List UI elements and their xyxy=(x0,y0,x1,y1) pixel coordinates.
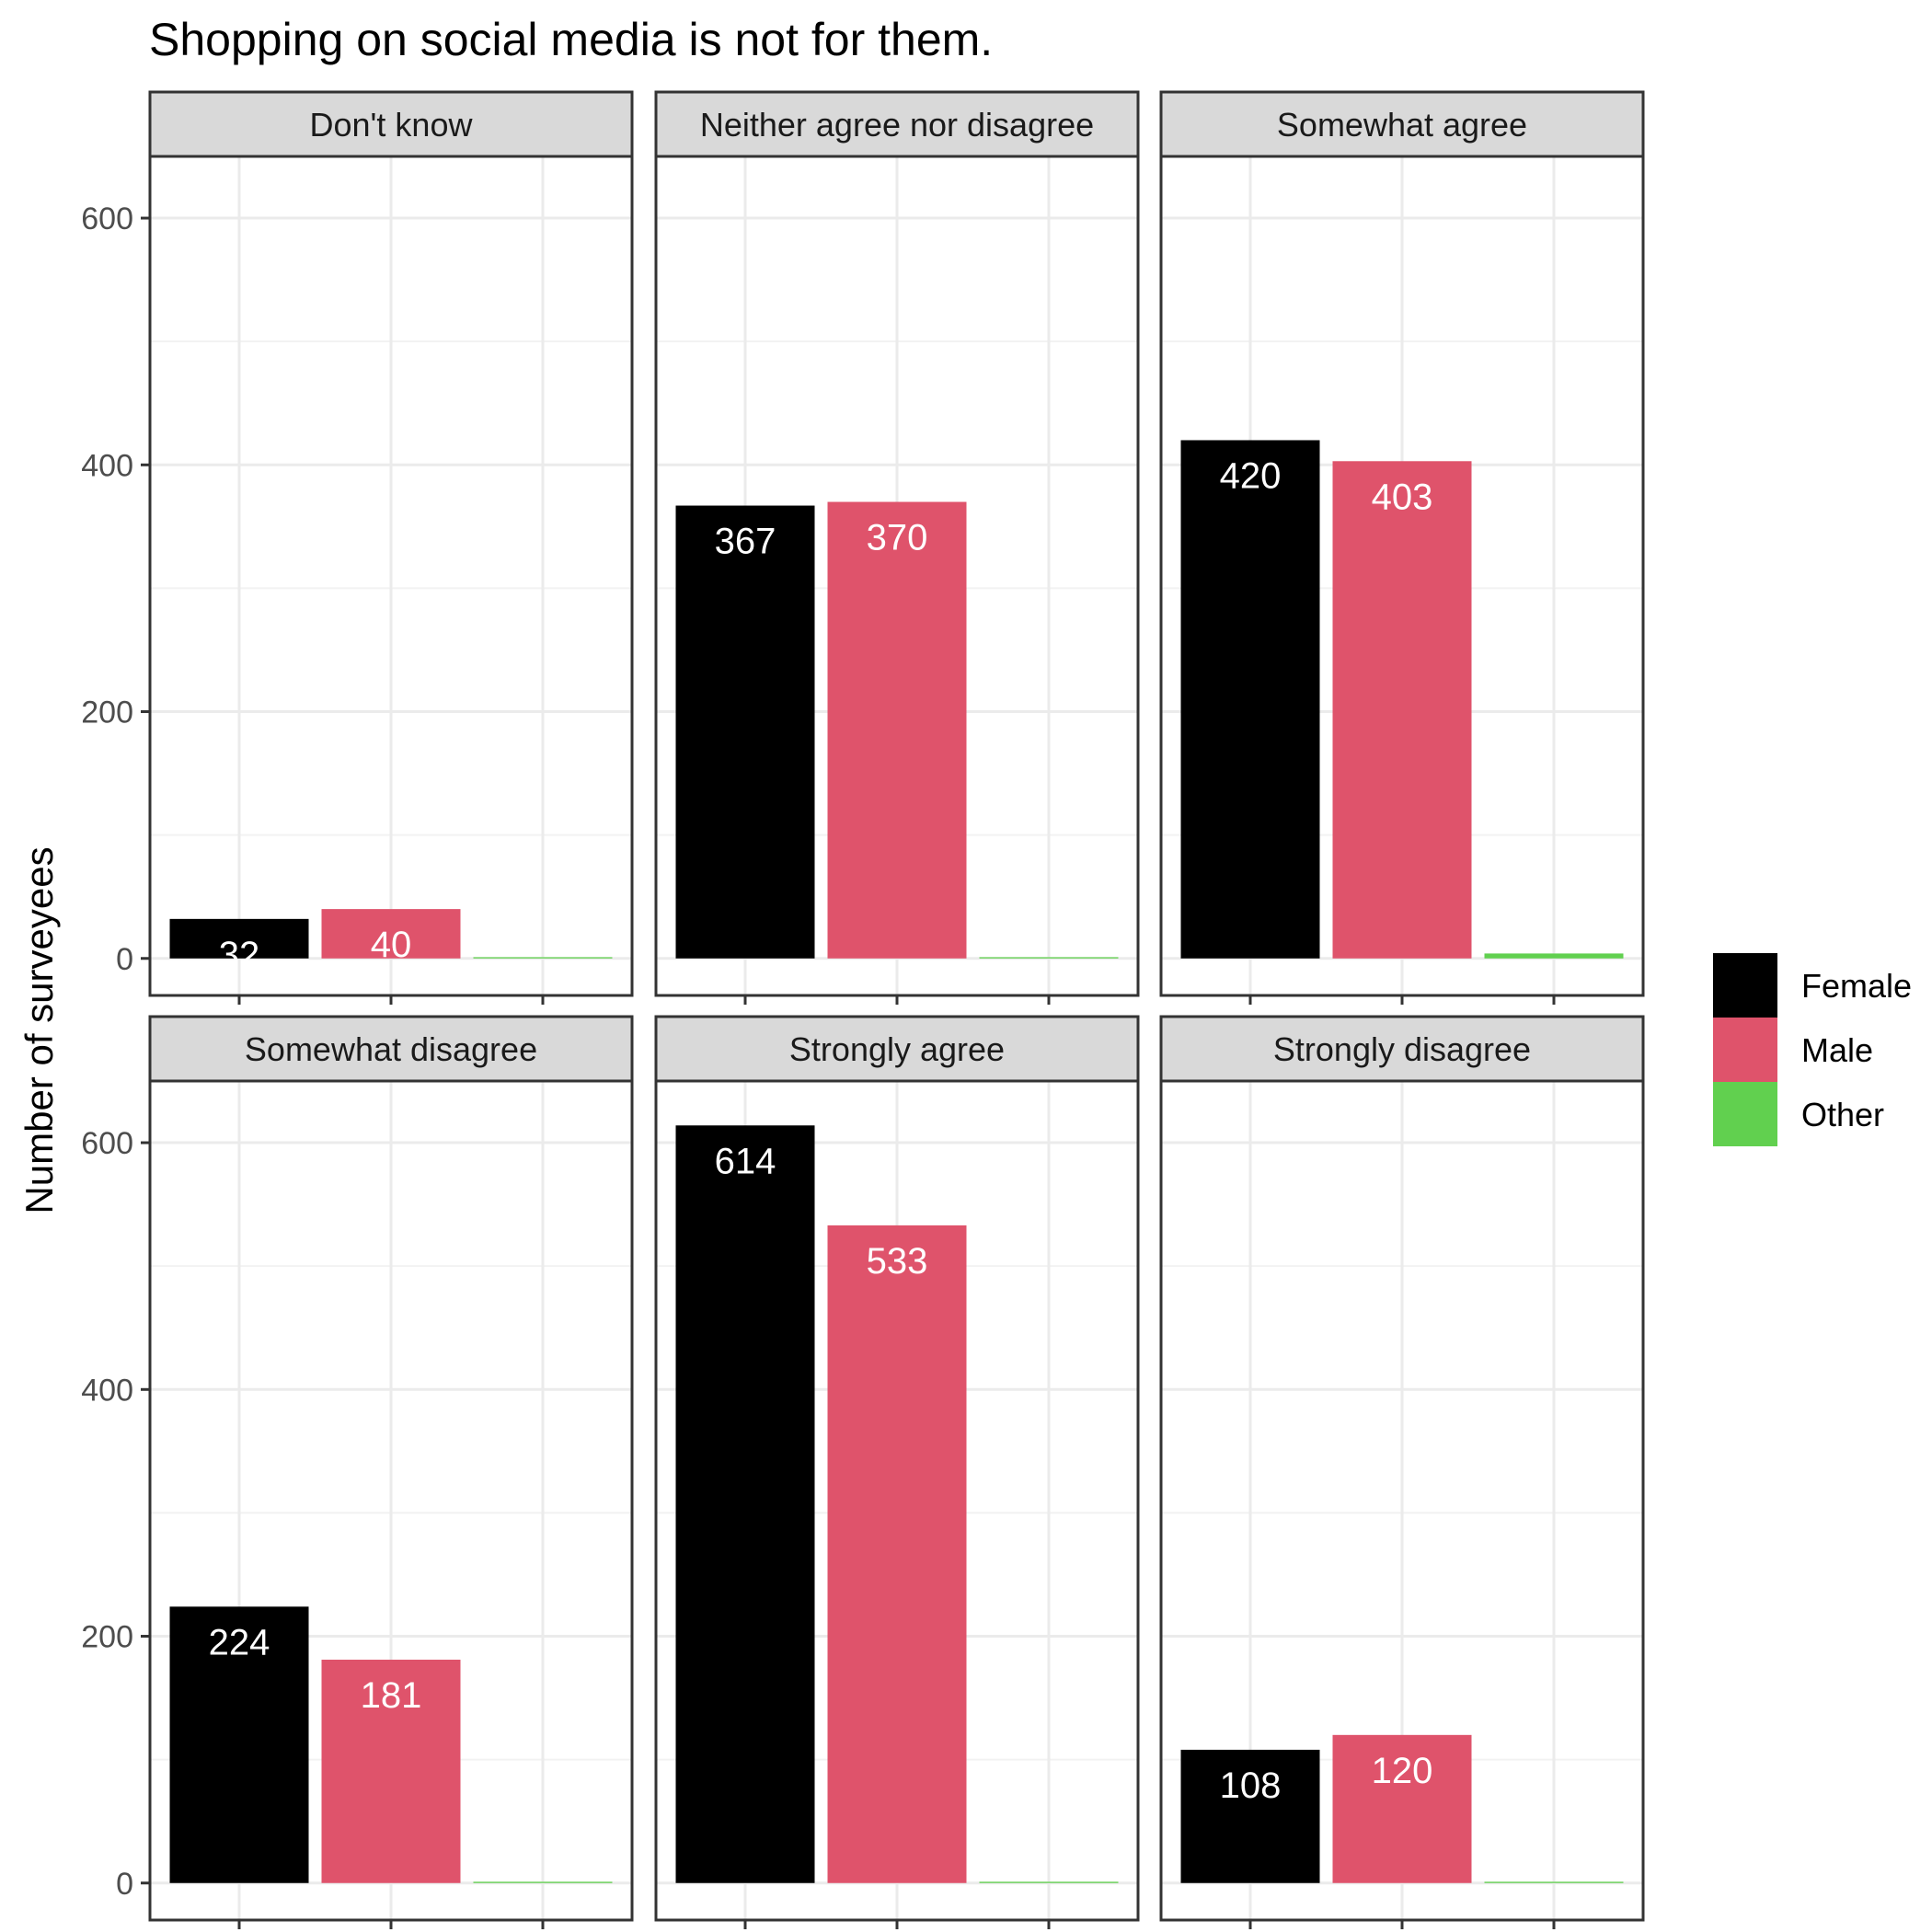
bar-other xyxy=(1484,953,1624,959)
legend-label: Female xyxy=(1801,967,1912,1005)
data-label: 614 xyxy=(715,1141,776,1181)
bar-female xyxy=(675,505,815,959)
facet-strip xyxy=(654,90,1140,158)
facet-strip xyxy=(148,1015,634,1083)
facet-strip-label: Somewhat disagree xyxy=(245,1030,537,1068)
bar-other xyxy=(1484,1881,1624,1883)
y-tick-label: 400 xyxy=(81,1373,133,1408)
legend-label: Other xyxy=(1801,1096,1884,1133)
data-label: 181 xyxy=(361,1675,422,1716)
bar-other xyxy=(979,1881,1119,1883)
legend-key-male xyxy=(1713,1018,1777,1082)
legend: Female Male Other xyxy=(1713,953,1912,1146)
legend-label: Male xyxy=(1801,1031,1873,1069)
bar-female xyxy=(169,918,309,959)
facet-panel: 614 533 Strongly agree xyxy=(654,1015,1140,1929)
bar-female xyxy=(1180,440,1320,959)
data-label: 224 xyxy=(209,1622,270,1662)
bar-male xyxy=(827,1225,967,1883)
data-label: 370 xyxy=(867,518,928,558)
y-tick-label: 600 xyxy=(81,201,133,236)
facet-strip-label: Strongly disagree xyxy=(1273,1030,1531,1068)
bar-other xyxy=(979,957,1119,959)
y-tick-label: 200 xyxy=(81,1620,133,1655)
y-tick-label: 0 xyxy=(116,1867,133,1902)
y-tick-label: 200 xyxy=(81,696,133,730)
legend-key-other xyxy=(1713,1082,1777,1146)
bar-other xyxy=(473,1881,613,1883)
bar-male xyxy=(1332,461,1472,959)
bar-female xyxy=(1180,1749,1320,1883)
legend-key-female xyxy=(1713,953,1777,1018)
facet-panel: 367 370 Neither agree nor disagree xyxy=(654,90,1140,1005)
bar-other xyxy=(473,957,613,959)
bar-male xyxy=(321,1660,461,1883)
bar-male xyxy=(321,909,461,959)
facet-panel: 420 403 Somewhat agree xyxy=(1159,90,1645,1005)
data-label: 32 xyxy=(219,935,260,975)
facet-strip xyxy=(654,1015,1140,1083)
y-tick-label: 600 xyxy=(81,1126,133,1161)
data-label: 533 xyxy=(867,1241,928,1282)
facet-panel: 32 40 Don't know 0 200 400 600 xyxy=(81,90,634,1005)
bar-female xyxy=(169,1606,309,1883)
y-tick-label: 400 xyxy=(81,448,133,483)
data-label: 420 xyxy=(1220,455,1282,496)
facet-panel: 108 120 Strongly disagree xyxy=(1159,1015,1645,1929)
facet-strip xyxy=(1159,90,1645,158)
facet-strip-label: Don't know xyxy=(310,106,474,144)
data-label: 367 xyxy=(715,522,776,562)
data-label: 40 xyxy=(371,925,412,965)
bar-male xyxy=(1332,1734,1472,1883)
y-tick-label: 0 xyxy=(116,942,133,977)
facet-strip-label: Strongly agree xyxy=(789,1030,1005,1068)
facet-panels: 32 40 Don't know 0 200 400 600 367 370 Neither ag… xyxy=(81,90,1645,1929)
bar-male xyxy=(827,501,967,959)
bar-female xyxy=(675,1125,815,1883)
facet-strip xyxy=(148,90,634,158)
data-label: 108 xyxy=(1220,1765,1282,1806)
facet-strip-label: Somewhat agree xyxy=(1277,106,1527,144)
facet-strip-label: Neither agree nor disagree xyxy=(700,106,1094,144)
facet-panel: 224 181 Somewhat disagree 0 200 400 600 xyxy=(81,1015,634,1929)
data-label: 403 xyxy=(1372,477,1433,517)
data-label: 120 xyxy=(1372,1751,1433,1791)
y-axis-label: Number of surveyees xyxy=(17,846,61,1213)
chart-title: Shopping on social media is not for them… xyxy=(149,14,993,65)
facet-strip xyxy=(1159,1015,1645,1083)
